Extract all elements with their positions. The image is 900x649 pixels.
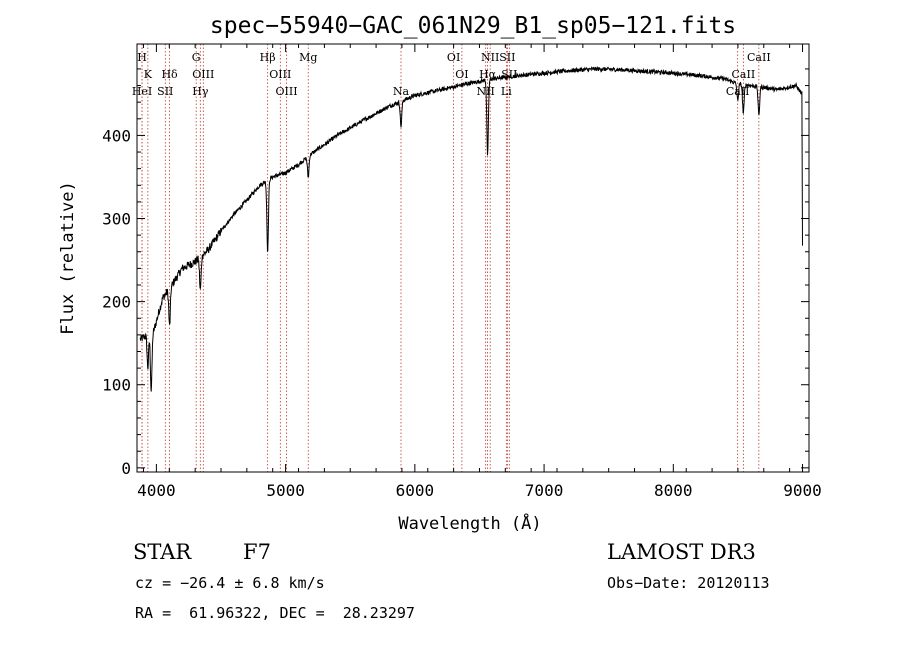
y-tick-label: 0 — [121, 459, 131, 478]
y-axis-label: Flux (relative) — [58, 181, 78, 335]
line-marker-label: OIII — [269, 68, 291, 81]
spectrum-line — [139, 65, 803, 392]
line-marker-label: Mg — [299, 51, 317, 64]
coordinates-text: RA = 61.96322, DEC = 28.23297 — [135, 604, 415, 622]
x-tick-label: 6000 — [396, 481, 435, 500]
line-marker-label: NII — [481, 51, 499, 64]
x-tick-label: 5000 — [266, 481, 305, 500]
line-marker-label: SII — [501, 68, 517, 81]
line-marker-label: OIII — [275, 85, 297, 98]
x-tick-label: 9000 — [783, 481, 822, 500]
line-marker-label: OI — [447, 51, 460, 64]
line-marker-label: Na — [393, 85, 410, 98]
y-tick-label: 200 — [102, 293, 131, 312]
y-tick-label: 300 — [102, 210, 131, 229]
line-marker-label: Li — [501, 85, 512, 98]
y-tick-label: 400 — [102, 126, 131, 145]
line-marker-label: SII — [157, 85, 173, 98]
line-marker-label: NII — [477, 85, 495, 98]
redshift-text: cz = −26.4 ± 6.8 km/s — [135, 574, 325, 592]
line-marker-label: K — [144, 68, 153, 81]
line-marker-label: OI — [455, 68, 468, 81]
x-axis-label: Wavelength (Å) — [398, 512, 541, 534]
survey-name: LAMOST DR3 — [607, 540, 756, 564]
marker-label-group: HK HeI SII Hδ G OIII Hγ Hβ OIII OIII Mg Na OI OI NII NI… — [132, 51, 771, 98]
object-subclass: F7 — [243, 540, 271, 564]
line-marker-label: G — [192, 51, 201, 64]
line-marker-label: Hα — [479, 68, 497, 81]
line-marker-group — [141, 44, 760, 472]
line-marker-label: Hγ — [192, 85, 209, 98]
line-marker-label: SII — [499, 51, 515, 64]
y-tick-label: 100 — [102, 376, 131, 395]
line-marker-label: Hβ — [260, 51, 276, 64]
x-axis-ticks: 4000 5000 6000 7000 8000 9000 — [137, 44, 822, 500]
x-tick-label: 4000 — [137, 481, 176, 500]
line-marker-label: CaII — [747, 51, 771, 64]
line-marker-label: OIII — [192, 68, 214, 81]
line-marker-label: HeI — [132, 85, 152, 98]
line-marker-label: H — [137, 51, 147, 64]
x-tick-label: 7000 — [525, 481, 564, 500]
y-axis-ticks: 0 100 200 300 400 — [102, 68, 809, 478]
chart-title: spec−55940−GAC_061N29_B1_sp05−121.fits — [210, 13, 736, 39]
plot-frame — [136, 43, 810, 473]
observation-date: Obs−Date: 20120113 — [607, 574, 770, 592]
line-marker-label: Hδ — [161, 68, 178, 81]
object-class: STAR — [133, 540, 192, 564]
line-marker-label: CaII — [732, 68, 756, 81]
line-marker-label: CaII — [726, 85, 750, 98]
x-tick-label: 8000 — [654, 481, 693, 500]
